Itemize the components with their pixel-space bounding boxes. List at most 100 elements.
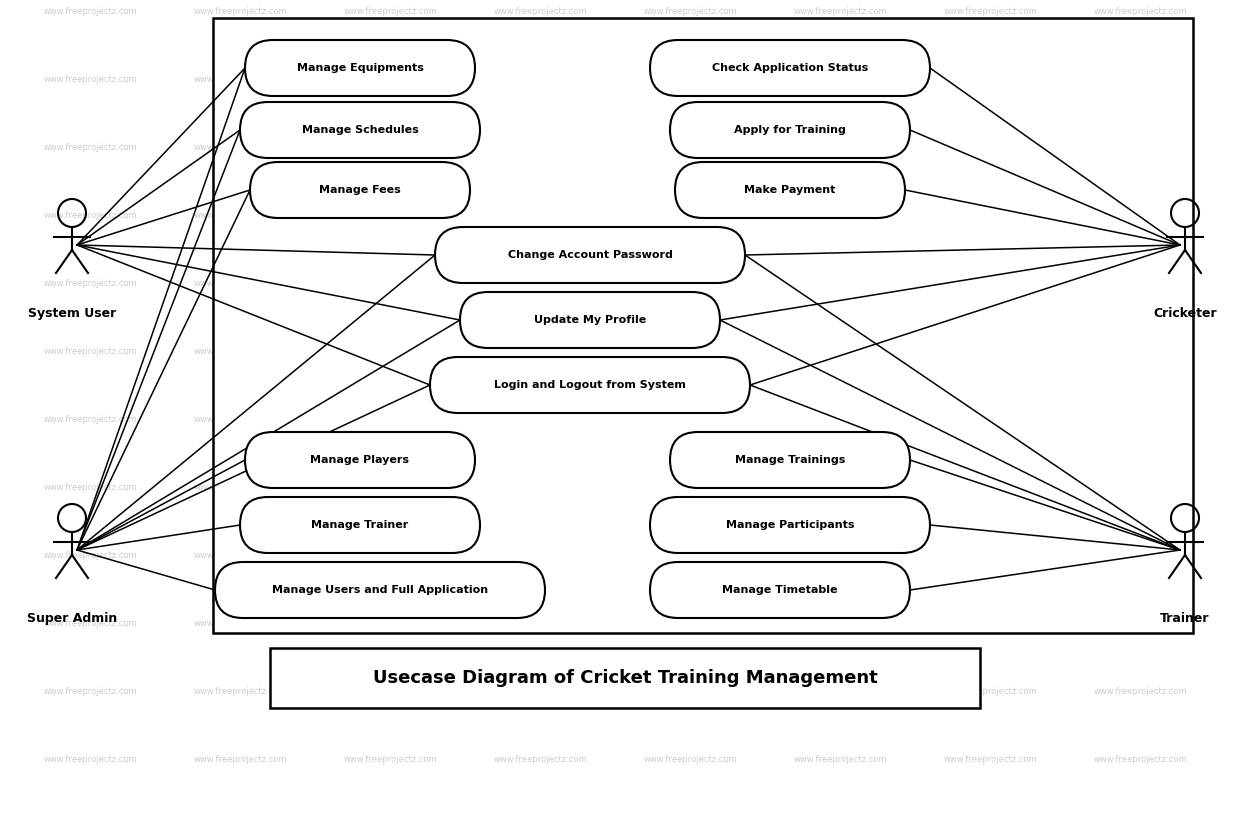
Text: www.freeprojectz.com: www.freeprojectz.com bbox=[493, 755, 587, 764]
Text: www.freeprojectz.com: www.freeprojectz.com bbox=[793, 347, 887, 356]
Text: www.freeprojectz.com: www.freeprojectz.com bbox=[943, 75, 1037, 84]
Text: www.freeprojectz.com: www.freeprojectz.com bbox=[1093, 143, 1187, 152]
Text: www.freeprojectz.com: www.freeprojectz.com bbox=[343, 687, 437, 696]
Text: www.freeprojectz.com: www.freeprojectz.com bbox=[194, 211, 287, 220]
Text: www.freeprojectz.com: www.freeprojectz.com bbox=[493, 75, 587, 84]
Text: www.freeprojectz.com: www.freeprojectz.com bbox=[643, 347, 737, 356]
Text: www.freeprojectz.com: www.freeprojectz.com bbox=[1093, 551, 1187, 560]
FancyBboxPatch shape bbox=[214, 18, 1193, 633]
Text: www.freeprojectz.com: www.freeprojectz.com bbox=[44, 551, 137, 560]
Text: www.freeprojectz.com: www.freeprojectz.com bbox=[943, 415, 1037, 424]
Text: www.freeprojectz.com: www.freeprojectz.com bbox=[643, 551, 737, 560]
Text: Super Admin: Super Admin bbox=[27, 612, 117, 625]
Text: www.freeprojectz.com: www.freeprojectz.com bbox=[493, 279, 587, 288]
Text: Usecase Diagram of Cricket Training Management: Usecase Diagram of Cricket Training Mana… bbox=[372, 669, 877, 687]
Text: www.freeprojectz.com: www.freeprojectz.com bbox=[943, 619, 1037, 628]
Text: www.freeprojectz.com: www.freeprojectz.com bbox=[793, 619, 887, 628]
Text: www.freeprojectz.com: www.freeprojectz.com bbox=[1093, 755, 1187, 764]
FancyBboxPatch shape bbox=[669, 102, 911, 158]
Text: www.freeprojectz.com: www.freeprojectz.com bbox=[943, 7, 1037, 16]
Text: www.freeprojectz.com: www.freeprojectz.com bbox=[793, 687, 887, 696]
Text: Make Payment: Make Payment bbox=[744, 185, 836, 195]
Text: www.freeprojectz.com: www.freeprojectz.com bbox=[643, 7, 737, 16]
Text: www.freeprojectz.com: www.freeprojectz.com bbox=[343, 279, 437, 288]
Text: www.freeprojectz.com: www.freeprojectz.com bbox=[194, 483, 287, 492]
FancyBboxPatch shape bbox=[240, 102, 480, 158]
Text: www.freeprojectz.com: www.freeprojectz.com bbox=[1093, 483, 1187, 492]
Text: www.freeprojectz.com: www.freeprojectz.com bbox=[493, 483, 587, 492]
Text: www.freeprojectz.com: www.freeprojectz.com bbox=[943, 551, 1037, 560]
FancyBboxPatch shape bbox=[649, 497, 931, 553]
Text: www.freeprojectz.com: www.freeprojectz.com bbox=[44, 347, 137, 356]
Text: www.freeprojectz.com: www.freeprojectz.com bbox=[194, 619, 287, 628]
Text: www.freeprojectz.com: www.freeprojectz.com bbox=[493, 619, 587, 628]
Text: www.freeprojectz.com: www.freeprojectz.com bbox=[1093, 211, 1187, 220]
Text: www.freeprojectz.com: www.freeprojectz.com bbox=[793, 211, 887, 220]
Text: www.freeprojectz.com: www.freeprojectz.com bbox=[194, 7, 287, 16]
FancyBboxPatch shape bbox=[435, 227, 744, 283]
Text: www.freeprojectz.com: www.freeprojectz.com bbox=[643, 687, 737, 696]
Text: www.freeprojectz.com: www.freeprojectz.com bbox=[343, 415, 437, 424]
Text: www.freeprojectz.com: www.freeprojectz.com bbox=[44, 7, 137, 16]
Text: www.freeprojectz.com: www.freeprojectz.com bbox=[643, 143, 737, 152]
Text: www.freeprojectz.com: www.freeprojectz.com bbox=[943, 687, 1037, 696]
Text: www.freeprojectz.com: www.freeprojectz.com bbox=[493, 551, 587, 560]
Text: www.freeprojectz.com: www.freeprojectz.com bbox=[643, 211, 737, 220]
Text: www.freeprojectz.com: www.freeprojectz.com bbox=[1093, 687, 1187, 696]
Text: www.freeprojectz.com: www.freeprojectz.com bbox=[343, 7, 437, 16]
FancyBboxPatch shape bbox=[245, 40, 475, 96]
Text: www.freeprojectz.com: www.freeprojectz.com bbox=[943, 211, 1037, 220]
Text: Check Application Status: Check Application Status bbox=[712, 63, 868, 73]
Text: www.freeprojectz.com: www.freeprojectz.com bbox=[643, 483, 737, 492]
Text: www.freeprojectz.com: www.freeprojectz.com bbox=[44, 143, 137, 152]
Text: System User: System User bbox=[27, 307, 116, 320]
Text: www.freeprojectz.com: www.freeprojectz.com bbox=[643, 415, 737, 424]
Text: www.freeprojectz.com: www.freeprojectz.com bbox=[943, 279, 1037, 288]
Text: Manage Fees: Manage Fees bbox=[320, 185, 401, 195]
Text: www.freeprojectz.com: www.freeprojectz.com bbox=[1093, 415, 1187, 424]
Text: www.freeprojectz.com: www.freeprojectz.com bbox=[793, 551, 887, 560]
Text: Apply for Training: Apply for Training bbox=[734, 125, 846, 135]
Text: www.freeprojectz.com: www.freeprojectz.com bbox=[44, 75, 137, 84]
FancyBboxPatch shape bbox=[270, 648, 980, 708]
Text: www.freeprojectz.com: www.freeprojectz.com bbox=[343, 619, 437, 628]
Text: Manage Timetable: Manage Timetable bbox=[722, 585, 838, 595]
Text: www.freeprojectz.com: www.freeprojectz.com bbox=[194, 755, 287, 764]
Text: www.freeprojectz.com: www.freeprojectz.com bbox=[194, 143, 287, 152]
Text: www.freeprojectz.com: www.freeprojectz.com bbox=[194, 279, 287, 288]
Text: www.freeprojectz.com: www.freeprojectz.com bbox=[343, 551, 437, 560]
Text: www.freeprojectz.com: www.freeprojectz.com bbox=[1093, 619, 1187, 628]
Text: www.freeprojectz.com: www.freeprojectz.com bbox=[44, 755, 137, 764]
Text: www.freeprojectz.com: www.freeprojectz.com bbox=[194, 415, 287, 424]
Text: www.freeprojectz.com: www.freeprojectz.com bbox=[793, 279, 887, 288]
Text: www.freeprojectz.com: www.freeprojectz.com bbox=[943, 755, 1037, 764]
Text: www.freeprojectz.com: www.freeprojectz.com bbox=[343, 483, 437, 492]
Text: www.freeprojectz.com: www.freeprojectz.com bbox=[493, 7, 587, 16]
Text: www.freeprojectz.com: www.freeprojectz.com bbox=[793, 75, 887, 84]
Text: www.freeprojectz.com: www.freeprojectz.com bbox=[493, 211, 587, 220]
Text: www.freeprojectz.com: www.freeprojectz.com bbox=[44, 211, 137, 220]
Text: www.freeprojectz.com: www.freeprojectz.com bbox=[793, 483, 887, 492]
Text: www.freeprojectz.com: www.freeprojectz.com bbox=[44, 687, 137, 696]
Text: Change Account Password: Change Account Password bbox=[507, 250, 672, 260]
Text: www.freeprojectz.com: www.freeprojectz.com bbox=[44, 415, 137, 424]
Text: Manage Participants: Manage Participants bbox=[726, 520, 854, 530]
FancyBboxPatch shape bbox=[460, 292, 719, 348]
Text: Manage Users and Full Application: Manage Users and Full Application bbox=[272, 585, 488, 595]
Text: www.freeprojectz.com: www.freeprojectz.com bbox=[1093, 347, 1187, 356]
Text: www.freeprojectz.com: www.freeprojectz.com bbox=[44, 483, 137, 492]
Text: www.freeprojectz.com: www.freeprojectz.com bbox=[793, 7, 887, 16]
Text: www.freeprojectz.com: www.freeprojectz.com bbox=[44, 279, 137, 288]
Text: Manage Schedules: Manage Schedules bbox=[301, 125, 418, 135]
Text: www.freeprojectz.com: www.freeprojectz.com bbox=[194, 551, 287, 560]
Text: www.freeprojectz.com: www.freeprojectz.com bbox=[343, 211, 437, 220]
Text: www.freeprojectz.com: www.freeprojectz.com bbox=[1093, 75, 1187, 84]
FancyBboxPatch shape bbox=[430, 357, 749, 413]
Text: www.freeprojectz.com: www.freeprojectz.com bbox=[493, 687, 587, 696]
Text: www.freeprojectz.com: www.freeprojectz.com bbox=[343, 755, 437, 764]
FancyBboxPatch shape bbox=[649, 562, 911, 618]
FancyBboxPatch shape bbox=[669, 432, 911, 488]
Text: www.freeprojectz.com: www.freeprojectz.com bbox=[793, 143, 887, 152]
Text: Manage Trainings: Manage Trainings bbox=[734, 455, 846, 465]
Text: Login and Logout from System: Login and Logout from System bbox=[495, 380, 686, 390]
